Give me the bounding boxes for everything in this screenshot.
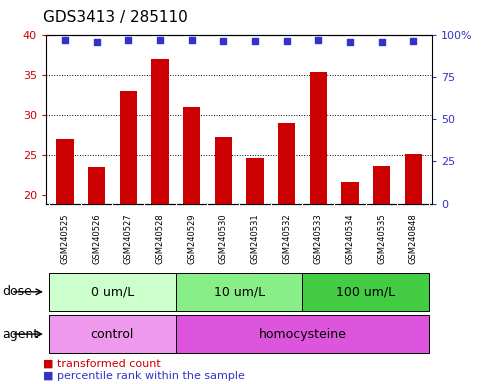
Text: GSM240848: GSM240848 [409, 214, 418, 264]
Text: GSM240528: GSM240528 [156, 214, 164, 264]
Text: 100 um/L: 100 um/L [336, 285, 396, 298]
Point [61, 37, 69, 43]
Bar [302, 273, 429, 311]
Text: ■ percentile rank within the sample: ■ percentile rank within the sample [43, 371, 245, 381]
Bar [341, 182, 359, 204]
Bar [246, 158, 264, 204]
Bar [214, 137, 232, 204]
Point [378, 39, 385, 45]
Bar [176, 315, 429, 353]
Point [188, 37, 196, 43]
Text: GSM240531: GSM240531 [250, 214, 259, 264]
Text: GSM240529: GSM240529 [187, 214, 196, 264]
Text: 0 um/L: 0 um/L [91, 285, 134, 298]
Text: agent: agent [2, 328, 39, 341]
Point [251, 38, 259, 45]
Bar [119, 91, 137, 204]
Point [124, 37, 132, 43]
Point [93, 39, 100, 45]
Text: GDS3413 / 285110: GDS3413 / 285110 [43, 10, 188, 25]
Point [283, 38, 290, 44]
Bar [49, 273, 176, 311]
Bar [151, 59, 169, 204]
Text: 10 um/L: 10 um/L [213, 285, 265, 298]
Bar [183, 107, 200, 204]
Text: dose: dose [2, 285, 32, 298]
Bar [373, 166, 390, 204]
Point [219, 38, 227, 44]
Text: GSM240534: GSM240534 [345, 214, 355, 264]
Text: GSM240533: GSM240533 [314, 214, 323, 264]
Bar [49, 315, 176, 353]
Text: homocysteine: homocysteine [258, 328, 346, 341]
Text: ■ transformed count: ■ transformed count [43, 359, 161, 369]
Point [410, 38, 417, 44]
Text: control: control [91, 328, 134, 341]
Bar [56, 139, 73, 204]
Bar [176, 273, 302, 311]
Point [156, 37, 164, 43]
Text: GSM240530: GSM240530 [219, 214, 228, 264]
Bar [88, 167, 105, 204]
Point [314, 36, 322, 43]
Bar [278, 123, 295, 204]
Bar [405, 154, 422, 204]
Text: GSM240527: GSM240527 [124, 214, 133, 264]
Text: GSM240525: GSM240525 [60, 214, 70, 264]
Text: GSM240535: GSM240535 [377, 214, 386, 264]
Text: GSM240532: GSM240532 [282, 214, 291, 264]
Text: GSM240526: GSM240526 [92, 214, 101, 264]
Point [346, 38, 354, 45]
Bar [310, 72, 327, 204]
